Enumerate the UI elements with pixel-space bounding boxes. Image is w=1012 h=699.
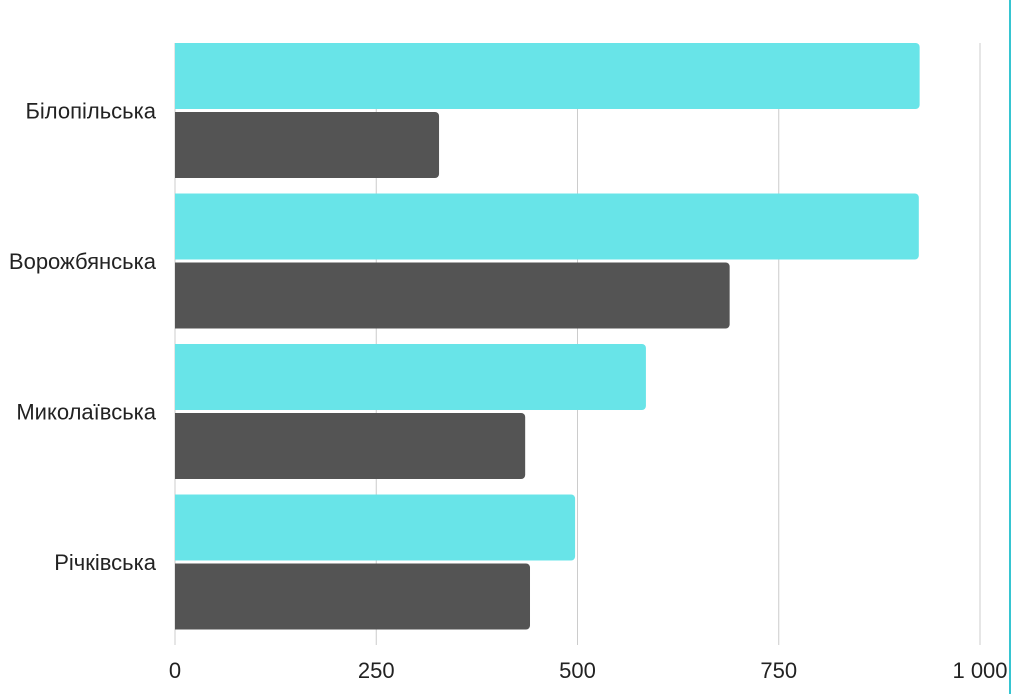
x-tick-label: 0 bbox=[169, 658, 181, 683]
bar-edge-series-2-0 bbox=[175, 112, 181, 178]
bar-edge-series-1-0 bbox=[175, 43, 181, 109]
bar-series-1-1 bbox=[175, 193, 919, 260]
y-axis-category-labels: Білопільська Ворожбянська Миколаївська Річк… bbox=[9, 99, 157, 576]
bar-series-2-0 bbox=[175, 112, 440, 178]
x-axis-tick-labels: 0 250 500 750 1 000 bbox=[169, 658, 1008, 683]
category-label: Ворожбянська bbox=[9, 249, 157, 274]
bar-edge-series-1-2 bbox=[175, 344, 181, 410]
bar-series-1-0 bbox=[175, 43, 920, 109]
bar-series-2-1 bbox=[175, 262, 730, 329]
x-tick-label: 500 bbox=[559, 658, 596, 683]
bar-edge-series-1-1 bbox=[175, 193, 181, 260]
bar-edge-series-2-3 bbox=[175, 563, 181, 630]
category-label: Миколаївська bbox=[16, 400, 156, 425]
bar-series-1-2 bbox=[175, 344, 646, 410]
category-label: Білопільська bbox=[25, 99, 156, 124]
bar-series-2-2 bbox=[175, 413, 526, 479]
bar-edge-series-1-3 bbox=[175, 494, 181, 561]
bar-series-2-3 bbox=[175, 563, 531, 630]
category-label: Річківська bbox=[54, 550, 157, 575]
x-tick-label: 750 bbox=[760, 658, 797, 683]
x-tick-label: 250 bbox=[358, 658, 395, 683]
x-tick-label: 1 000 bbox=[952, 658, 1007, 683]
bars-layer bbox=[175, 43, 920, 630]
bar-edge-series-2-1 bbox=[175, 262, 181, 329]
bar-edge-series-2-2 bbox=[175, 413, 181, 479]
bar-series-1-3 bbox=[175, 494, 576, 561]
